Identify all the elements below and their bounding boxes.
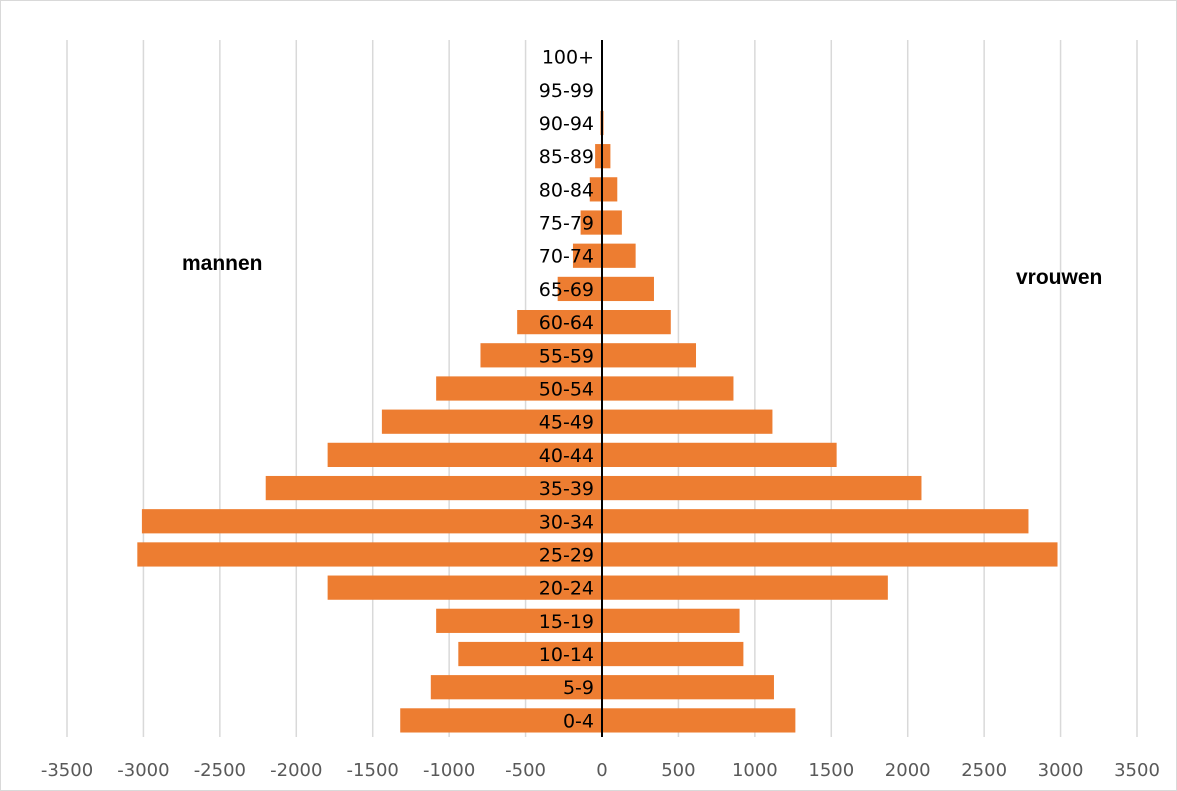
bar-left-35-39 [265,475,602,501]
bar-right-10-14 [602,641,744,667]
category-label: 45-49 [539,412,594,434]
category-label: 75-79 [539,213,594,235]
category-labels: 0-4 5-9 10-14 15-19 20-24 25-29 30-34 35-39 40-4… [539,47,594,733]
x-tick-label: -500 [505,760,546,781]
bar-left-25-29 [137,542,603,567]
bar-left-30-34 [141,509,602,534]
x-tick-label: 2500 [961,760,1007,781]
x-tick-label: -2000 [270,760,322,781]
category-label: 20-24 [539,578,594,600]
x-tick-label: 1500 [808,760,854,781]
bar-right-50-54 [602,376,734,401]
category-label: 15-19 [539,611,594,633]
category-label: 5-9 [563,677,594,699]
category-label: 85-89 [539,146,594,168]
bar-left-55-59 [480,343,602,368]
bar-right-35-39 [602,475,922,501]
x-tick-label: 1000 [732,760,778,781]
x-tick-label: -3000 [117,760,169,781]
category-label: 30-34 [539,511,594,533]
category-label: 50-54 [539,379,594,401]
bar-left-75-79 [580,210,602,235]
x-tick-label: 3000 [1038,760,1084,781]
bar-right-0-4 [602,708,796,733]
category-label: 70-74 [539,246,594,268]
category-label: 0-4 [563,710,594,732]
category-label: 100+ [542,47,594,69]
category-label: 90-94 [539,113,594,135]
left-side-label: mannen [182,252,263,275]
bar-left-65-69 [557,276,602,302]
bar-left-50-54 [436,376,602,401]
bar-right-25-29 [602,542,1058,567]
right-side-label: vrouwen [1016,266,1102,289]
x-tick-label: 3500 [1114,760,1160,781]
bar-left-15-19 [436,608,602,633]
category-label: 40-44 [539,445,594,467]
bar-right-85-89 [602,144,611,169]
bar-left-80-84 [589,177,602,202]
x-tick-label: 2000 [885,760,931,781]
bars [137,110,1058,733]
category-label: 95-99 [539,80,594,102]
bar-left-5-9 [430,675,602,700]
category-label: 55-59 [539,345,594,367]
category-label: 25-29 [539,544,594,566]
category-label: 10-14 [539,644,594,666]
bar-right-20-24 [602,575,888,600]
bar-right-45-49 [602,409,773,434]
bar-right-65-69 [602,276,654,302]
bar-left-85-89 [595,144,602,169]
x-tick-label: 500 [661,760,695,781]
bar-left-45-49 [381,409,602,434]
bar-right-40-44 [602,442,837,467]
x-tick-label: -1000 [423,760,475,781]
bar-right-80-84 [602,177,618,202]
x-tick-label: -3500 [41,760,93,781]
bar-left-60-64 [517,310,602,335]
category-label: 80-84 [539,179,594,201]
category-label: 65-69 [539,279,594,301]
bar-right-30-34 [602,509,1029,534]
category-label: 35-39 [539,478,594,500]
bar-right-5-9 [602,675,774,700]
bar-right-55-59 [602,343,697,368]
bar-right-60-64 [602,310,671,335]
x-axis-tick-labels: -3500 -3000 -2500 -2000 -1500 -1000 -500 0 500 10… [41,760,1160,781]
bar-right-15-19 [602,608,740,633]
bar-right-70-74 [602,243,636,268]
category-label: 60-64 [539,312,594,334]
bar-left-0-4 [400,708,602,733]
x-tick-label: -1500 [347,760,399,781]
bar-left-10-14 [458,641,602,667]
x-tick-label: 0 [596,760,607,781]
bar-left-70-74 [572,243,602,268]
bar-left-40-44 [327,442,602,467]
bar-right-75-79 [602,210,622,235]
x-tick-label: -2500 [194,760,246,781]
bar-left-20-24 [327,575,602,600]
